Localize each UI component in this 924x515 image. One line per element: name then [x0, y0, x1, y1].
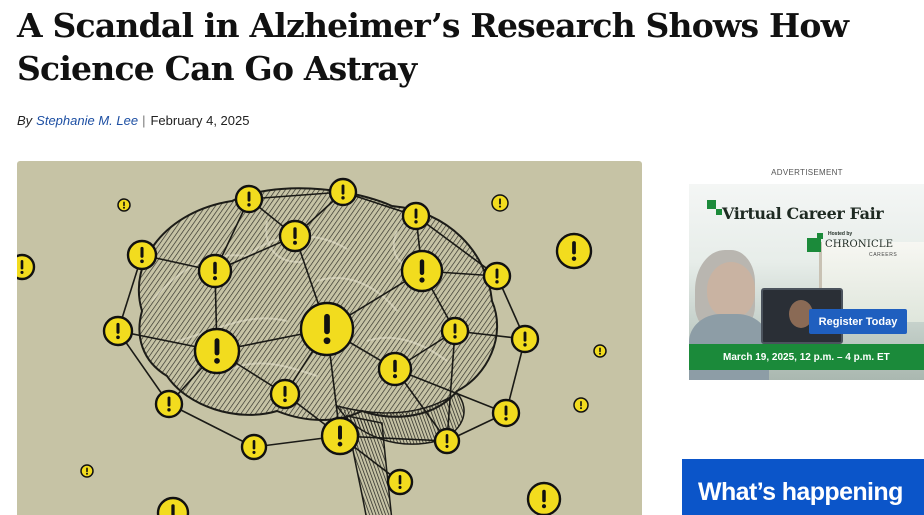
author-link[interactable]: Stephanie M. Lee	[36, 113, 139, 128]
exclamation-node-icon	[80, 464, 94, 478]
exclamation-node-icon	[440, 316, 470, 346]
hero-image	[17, 161, 642, 515]
exclamation-node-icon	[102, 315, 134, 347]
article-headline: A Scandal in Alzheimer’s Research Shows …	[17, 6, 849, 88]
sponsor-subtitle: CAREERS	[869, 252, 898, 258]
whats-happening-section[interactable]: What’s happening	[682, 459, 924, 515]
exclamation-node-icon	[401, 201, 431, 231]
exclamation-node-icon	[386, 468, 414, 496]
chronicle-logo-icon	[807, 238, 821, 252]
exclamation-node-icon	[126, 239, 158, 271]
exclamation-node-icon	[510, 324, 540, 354]
exclamation-node-icon	[573, 397, 589, 413]
exclamation-node-icon	[433, 427, 461, 455]
advertisement-label: ADVERTISEMENT	[771, 168, 843, 177]
exclamation-node-icon	[299, 301, 355, 357]
exclamation-node-icon	[269, 378, 301, 410]
publish-date: February 4, 2025	[150, 113, 250, 128]
brain-network-illustration	[17, 177, 607, 515]
career-fair-ad[interactable]: Virtual Career Fair Hosted by CHRONICLE …	[689, 184, 924, 380]
logo-square-icon	[707, 200, 716, 209]
exclamation-node-icon	[491, 194, 509, 212]
hosted-by-text: Hosted by	[828, 231, 853, 237]
exclamation-node-icon	[117, 198, 131, 212]
exclamation-node-icon	[328, 177, 358, 207]
exclamation-node-icon	[17, 253, 36, 281]
byline-separator: |	[142, 113, 146, 128]
exclamation-node-icon	[240, 433, 268, 461]
exclamation-node-icon	[278, 219, 312, 253]
laptop-photo	[761, 288, 843, 344]
exclamation-node-icon	[555, 232, 593, 270]
sponsor-name: CHRONICLE	[825, 239, 894, 250]
exclamation-node-icon	[197, 253, 233, 289]
event-date: March 19, 2025, 12 p.m. – 4 p.m. ET	[689, 344, 924, 370]
exclamation-node-icon	[377, 351, 413, 387]
byline-prefix: By	[17, 113, 33, 128]
register-today-button[interactable]: Register Today	[809, 309, 907, 334]
exclamation-node-icon	[593, 344, 607, 358]
exclamation-node-icon	[482, 261, 512, 291]
exclamation-node-icon	[234, 184, 264, 214]
exclamation-node-icon	[320, 416, 360, 456]
byline: By Stephanie M. Lee | February 4, 2025	[17, 113, 249, 128]
exclamation-node-icon	[526, 481, 562, 515]
exclamation-node-icon	[154, 389, 184, 419]
exclamation-node-icon	[491, 398, 521, 428]
exclamation-node-icon	[193, 327, 241, 375]
exclamation-node-icon	[400, 249, 444, 293]
exclamation-node-icon	[156, 496, 190, 515]
ad-title: Virtual Career Fair	[722, 204, 884, 223]
section-title: What’s happening	[698, 478, 903, 506]
